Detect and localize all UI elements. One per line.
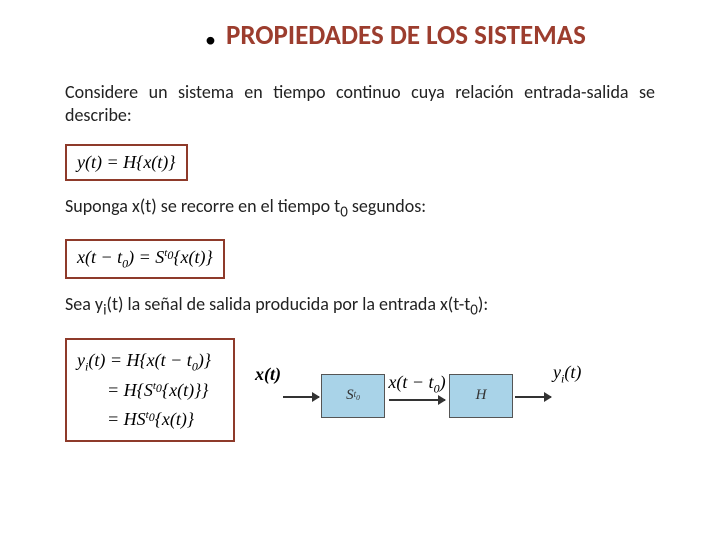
eq3-l3-a: = HS [107,409,146,429]
output-label: yi(t) [553,362,581,387]
para3-mid: (t) la señal de salida producida por la … [107,293,471,315]
block-system: H [449,374,513,418]
equation-diagram-row: yi(t) = H{x(t − t0)} = H{St0{x(t)}} = HS… [65,334,655,456]
eq3-line1: yi(t) = H{x(t − t0)} [77,346,223,377]
block2-label: H [476,387,487,404]
paragraph-2: Suponga x(t) se recorre en el tiempo t0 … [65,195,655,223]
eq3-l1-b: (t) = H{x(t − t [88,350,191,370]
equation-3-box: yi(t) = H{x(t − t0)} = H{St0{x(t)}} = HS… [65,338,235,442]
eq3-line2: = H{St0{x(t)}} [77,376,223,405]
block-diagram: x(t) St0 x(t − t0) H yi(t) [255,356,581,418]
block1-label: S [346,387,354,404]
mid-signal: x(t − t0) [387,372,447,401]
mid-b: ) [440,372,446,392]
para3-post: ): [478,293,488,315]
para2-sub: 0 [340,203,348,221]
eq3-l2-b: {x(t)}} [162,380,209,400]
block1-supsub: 0 [356,393,360,402]
out-a: y [553,362,561,382]
arrow-2-icon [389,399,445,401]
title-row: • PROPIEDADES DE LOS SISTEMAS [65,20,655,53]
page-title: PROPIEDADES DE LOS SISTEMAS [226,20,586,52]
para2-post: segundos: [348,195,426,217]
eq3-l2-a: = H{S [107,380,153,400]
eq2-lhs: x(t − t [77,247,122,267]
eq2-mid: ) = S [128,247,164,267]
para3-pre: Sea y [65,293,103,315]
equation-2: x(t − t0) = St0{x(t)} [77,247,213,267]
input-label: x(t) [255,364,281,385]
arrow-1-icon [283,396,319,398]
para2-pre: Suponga x(t) se recorre en el tiempo t [65,195,340,217]
paragraph-1: Considere un sistema en tiempo continuo … [65,81,655,128]
eq3-line3: = HSt0{x(t)} [77,405,223,434]
mid-a: x(t − t [388,372,433,392]
out-b: (t) [564,362,581,382]
block-shift: St0 [321,374,385,418]
eq3-l1-a: y [77,350,85,370]
eq3-l3-b: {x(t)} [155,409,194,429]
input-label-text: x(t) [255,364,281,384]
paragraph-3: Sea yi(t) la señal de salida producida p… [65,293,655,321]
equation-2-box: x(t − t0) = St0{x(t)} [65,239,225,280]
equation-1: y(t) = H{x(t)} [77,152,176,172]
bullet-icon: • [205,26,216,53]
output-signal: yi(t) [553,362,581,411]
arrow-3-icon [515,396,551,398]
para3-sub2: 0 [470,302,478,320]
equation-1-box: y(t) = H{x(t)} [65,144,188,181]
slide-content: • PROPIEDADES DE LOS SISTEMAS Considere … [0,0,720,476]
eq2-rhs: {x(t)} [173,247,212,267]
mid-label: x(t − t0) [388,372,445,397]
input-signal: x(t) [255,364,281,409]
eq3-l1-c: )} [198,350,211,370]
